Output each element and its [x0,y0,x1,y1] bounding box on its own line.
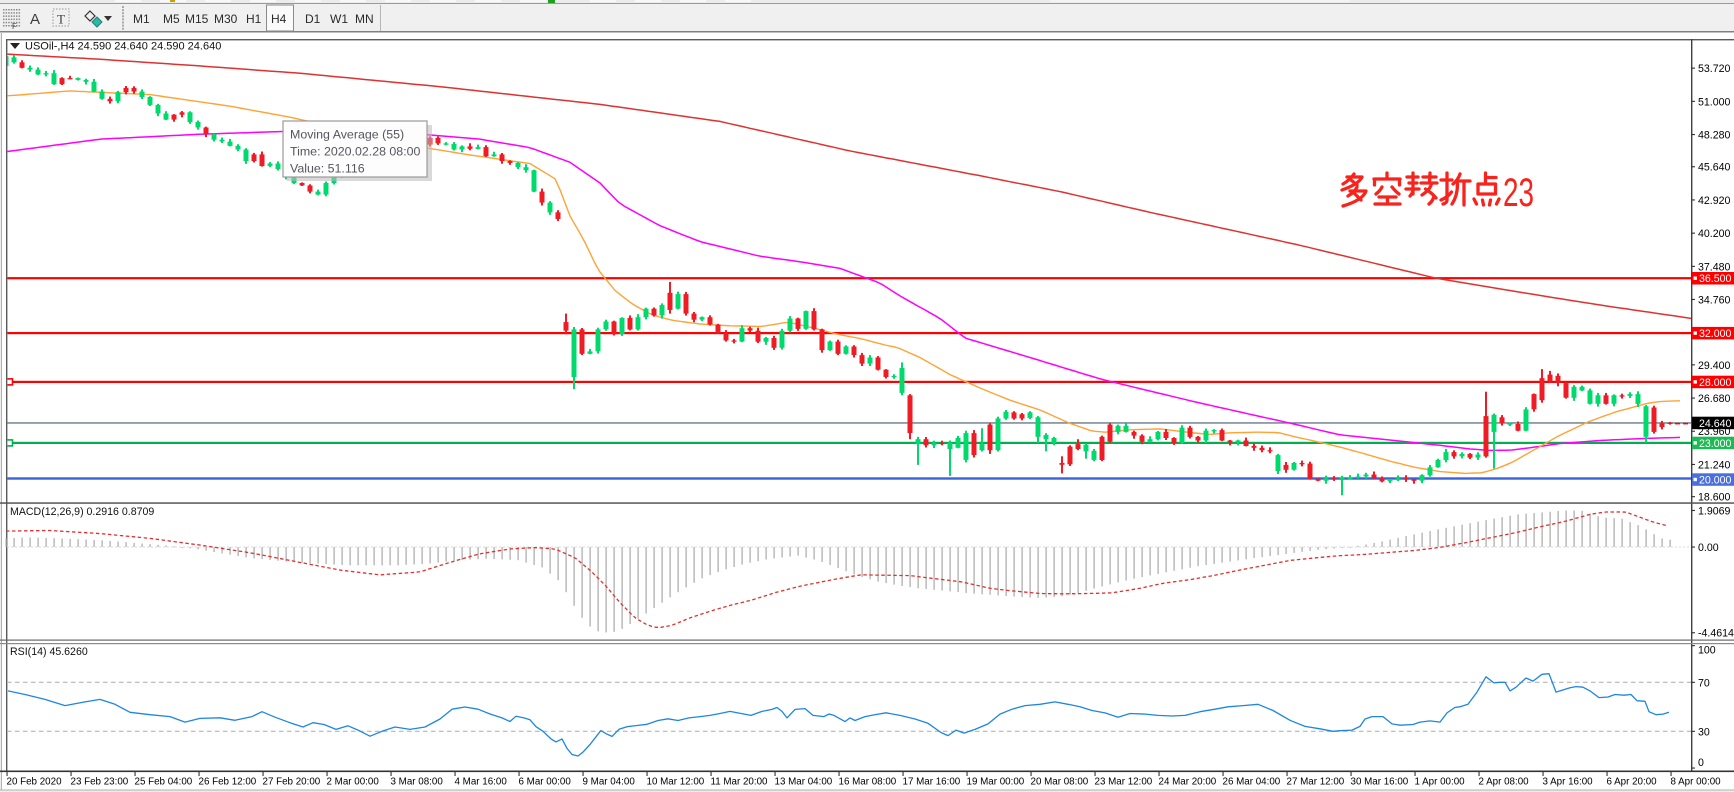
svg-text:13 Mar 04:00: 13 Mar 04:00 [775,777,833,788]
svg-text:1 Apr 00:00: 1 Apr 00:00 [1415,777,1466,788]
svg-text:20 Feb 2020: 20 Feb 2020 [7,777,63,788]
svg-text:23: 23 [1503,171,1534,215]
svg-text:26 Feb 12:00: 26 Feb 12:00 [199,777,257,788]
svg-text:34.760: 34.760 [1698,294,1731,306]
svg-text:37.480: 37.480 [1698,261,1731,273]
svg-text:21.240: 21.240 [1698,459,1731,471]
svg-text:1.9069: 1.9069 [1698,505,1731,517]
svg-text:T: T [57,12,65,27]
svg-text:42.920: 42.920 [1698,195,1731,207]
svg-text:36.500: 36.500 [1699,273,1732,285]
svg-text:40.200: 40.200 [1698,228,1731,240]
svg-text:4 Mar 16:00: 4 Mar 16:00 [455,777,508,788]
svg-text:11 Mar 20:00: 11 Mar 20:00 [711,777,769,788]
svg-text:USOil-,H4 24.590 24.640 24.59: USOil-,H4 24.590 24.640 24.590 24.640 [25,41,221,53]
svg-text:-4.4614: -4.4614 [1698,628,1734,640]
svg-text:23 Feb 23:00: 23 Feb 23:00 [71,777,129,788]
svg-text:3 Apr 16:00: 3 Apr 16:00 [1543,777,1594,788]
svg-text:10 Mar 12:00: 10 Mar 12:00 [647,777,705,788]
svg-text:19 Mar 00:00: 19 Mar 00:00 [967,777,1025,788]
svg-text:25 Feb 04:00: 25 Feb 04:00 [135,777,193,788]
svg-text:70: 70 [1698,677,1710,689]
svg-text:30: 30 [1698,726,1710,738]
svg-text:H1: H1 [246,12,262,26]
svg-text:D1: D1 [305,12,321,26]
svg-text:MACD(12,26,9) 0.2916 0.8709: MACD(12,26,9) 0.2916 0.8709 [10,506,154,518]
svg-text:Value: 51.116: Value: 51.116 [290,162,365,176]
svg-text:23 Mar 12:00: 23 Mar 12:00 [1095,777,1153,788]
svg-text:F: F [12,22,17,31]
svg-text:51.000: 51.000 [1698,96,1731,108]
svg-text:H4: H4 [271,12,287,26]
svg-text:0: 0 [1698,757,1704,769]
svg-text:6 Mar 00:00: 6 Mar 00:00 [519,777,572,788]
svg-text:24 Mar 20:00: 24 Mar 20:00 [1159,777,1217,788]
svg-text:53.720: 53.720 [1698,63,1731,75]
svg-text:2 Apr 08:00: 2 Apr 08:00 [1479,777,1530,788]
svg-text:16 Mar 08:00: 16 Mar 08:00 [839,777,897,788]
svg-text:100: 100 [1698,645,1716,657]
svg-text:45.640: 45.640 [1698,162,1731,174]
svg-text:20.000: 20.000 [1699,475,1732,487]
svg-text:3 Mar 08:00: 3 Mar 08:00 [391,777,444,788]
svg-text:27 Feb 20:00: 27 Feb 20:00 [263,777,321,788]
svg-text:17 Mar 16:00: 17 Mar 16:00 [903,777,961,788]
svg-text:M30: M30 [214,12,238,26]
svg-text:20 Mar 08:00: 20 Mar 08:00 [1031,777,1089,788]
svg-text:8 Apr 00:00: 8 Apr 00:00 [1671,777,1722,788]
svg-text:24.640: 24.640 [1699,418,1732,430]
svg-text:26.680: 26.680 [1698,393,1731,405]
svg-text:M1: M1 [133,12,150,26]
svg-text:9 Mar 04:00: 9 Mar 04:00 [583,777,636,788]
svg-text:26 Mar 04:00: 26 Mar 04:00 [1223,777,1281,788]
svg-text:29.400: 29.400 [1698,360,1731,372]
svg-text:28.000: 28.000 [1699,377,1732,389]
svg-text:18.600: 18.600 [1698,492,1731,504]
svg-text:2 Mar 00:00: 2 Mar 00:00 [327,777,380,788]
svg-text:M15: M15 [185,12,209,26]
svg-text:27 Mar 12:00: 27 Mar 12:00 [1287,777,1345,788]
svg-text:W1: W1 [330,12,348,26]
svg-text:32.000: 32.000 [1699,328,1732,340]
svg-text:0.00: 0.00 [1698,542,1719,554]
svg-text:RSI(14) 45.6260: RSI(14) 45.6260 [10,646,88,658]
svg-text:M5: M5 [163,12,180,26]
svg-text:Moving Average (55): Moving Average (55) [290,128,404,142]
svg-text:MN: MN [355,12,374,26]
svg-text:A: A [30,11,40,28]
svg-text:6 Apr 20:00: 6 Apr 20:00 [1607,777,1658,788]
svg-text:23.000: 23.000 [1699,438,1732,450]
svg-text:30 Mar 16:00: 30 Mar 16:00 [1351,777,1409,788]
svg-text:48.280: 48.280 [1698,130,1731,142]
svg-text:Time: 2020.02.28 08:00: Time: 2020.02.28 08:00 [290,145,421,159]
